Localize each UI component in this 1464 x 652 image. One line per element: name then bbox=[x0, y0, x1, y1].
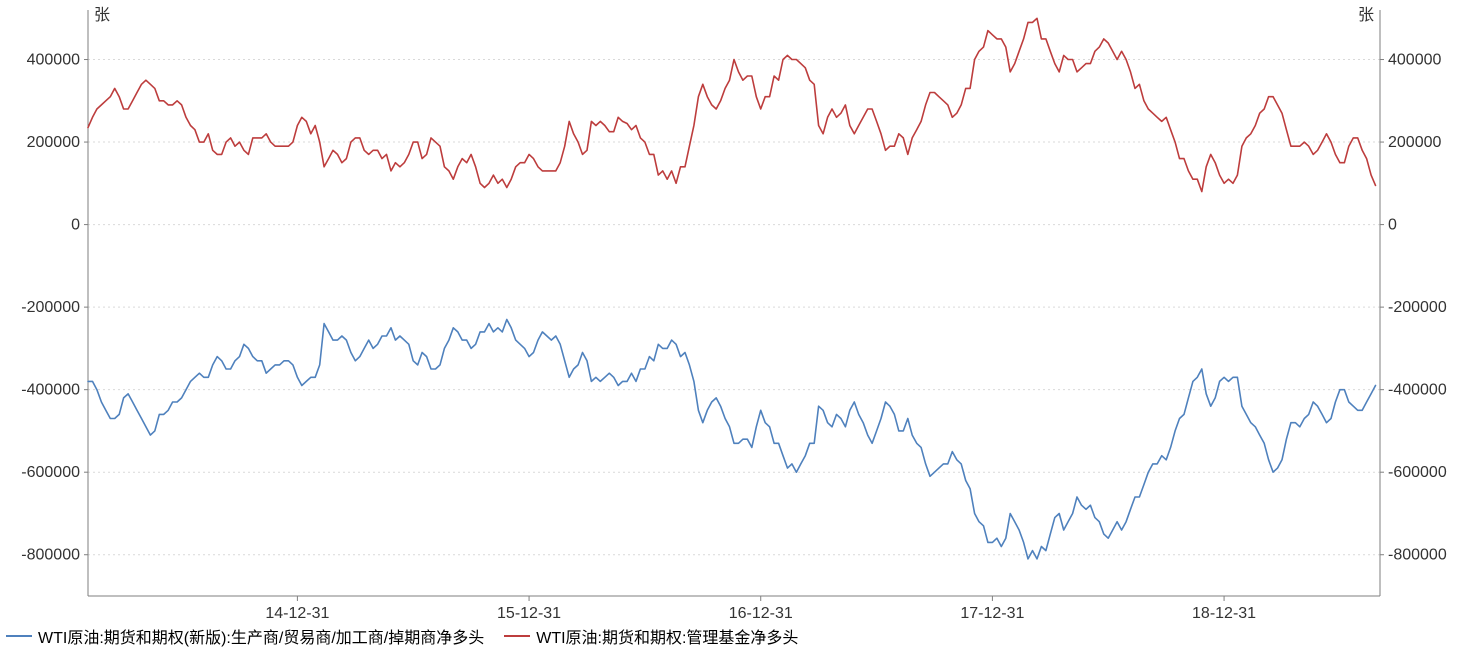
svg-text:200000: 200000 bbox=[1388, 134, 1441, 151]
svg-text:14-12-31: 14-12-31 bbox=[265, 605, 329, 622]
svg-text:200000: 200000 bbox=[27, 134, 80, 151]
svg-text:张: 张 bbox=[94, 6, 110, 24]
svg-text:-200000: -200000 bbox=[1388, 299, 1447, 316]
svg-text:17-12-31: 17-12-31 bbox=[960, 605, 1024, 622]
svg-text:0: 0 bbox=[1388, 217, 1397, 234]
svg-text:400000: 400000 bbox=[1388, 52, 1441, 69]
legend-swatch-1 bbox=[6, 635, 32, 637]
legend: WTI原油:期货和期权(新版):生产商/贸易商/加工商/掉期商净多头 WTI原油… bbox=[6, 624, 812, 648]
legend-item-1: WTI原油:期货和期权(新版):生产商/贸易商/加工商/掉期商净多头 bbox=[6, 624, 484, 648]
legend-swatch-2 bbox=[504, 635, 530, 637]
svg-text:-600000: -600000 bbox=[21, 464, 80, 481]
svg-text:-400000: -400000 bbox=[1388, 382, 1447, 399]
svg-text:16-12-31: 16-12-31 bbox=[729, 605, 793, 622]
legend-item-2: WTI原油:期货和期权:管理基金净多头 bbox=[504, 624, 798, 648]
legend-label-2: WTI原油:期货和期权:管理基金净多头 bbox=[536, 624, 798, 648]
svg-text:-600000: -600000 bbox=[1388, 464, 1447, 481]
chart-container: -800000 -600000 -400000 -200000 0 200000 40000… bbox=[0, 0, 1464, 652]
svg-text:15-12-31: 15-12-31 bbox=[497, 605, 561, 622]
svg-text:400000: 400000 bbox=[27, 52, 80, 69]
svg-text:-800000: -800000 bbox=[21, 547, 80, 564]
svg-text:-800000: -800000 bbox=[1388, 547, 1447, 564]
svg-text:0: 0 bbox=[71, 217, 80, 234]
svg-text:-400000: -400000 bbox=[21, 382, 80, 399]
svg-text:张: 张 bbox=[1358, 6, 1374, 24]
svg-text:-200000: -200000 bbox=[21, 299, 80, 316]
legend-label-1: WTI原油:期货和期权(新版):生产商/贸易商/加工商/掉期商净多头 bbox=[38, 624, 484, 648]
svg-text:18-12-31: 18-12-31 bbox=[1192, 605, 1256, 622]
line-chart: -800000 -600000 -400000 -200000 0 200000 40000… bbox=[0, 0, 1464, 652]
